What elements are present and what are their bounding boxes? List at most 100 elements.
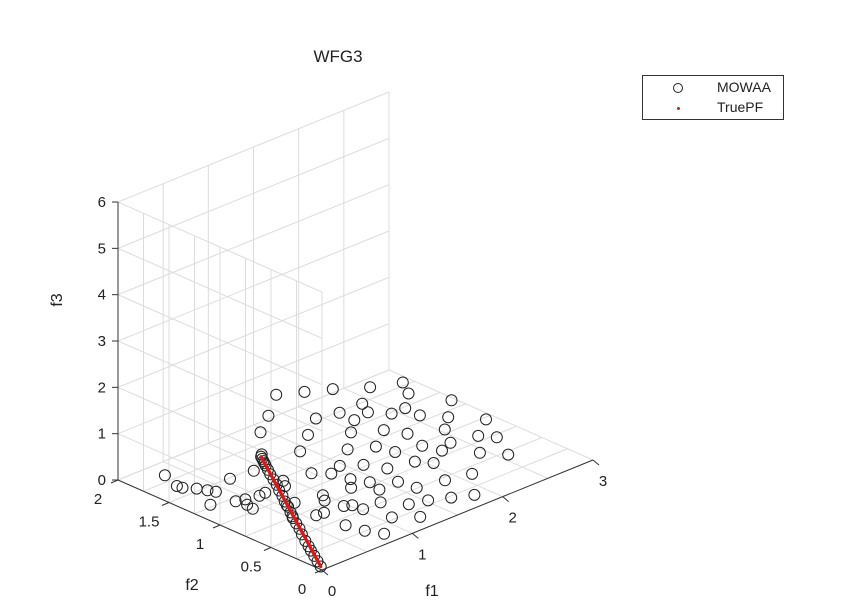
mowaa-point <box>253 489 266 502</box>
mowaa-point <box>190 482 203 495</box>
grid-line <box>143 380 415 492</box>
x-tick-label: 3 <box>599 473 607 490</box>
mowaa-point <box>427 457 440 469</box>
mowaa-point <box>280 499 293 512</box>
x-axis-line <box>321 459 594 571</box>
mowaa-point <box>318 494 331 507</box>
grid-line <box>117 201 323 293</box>
mowaa-point <box>176 481 189 494</box>
mowaa-point <box>247 464 260 477</box>
grid-lines <box>117 91 594 571</box>
mowaa-point <box>309 412 322 425</box>
mowaa-point <box>361 406 374 419</box>
mowaa-point <box>401 427 414 440</box>
axes <box>110 201 600 576</box>
z-tick-label: 0 <box>98 472 106 489</box>
mowaa-point <box>337 500 350 512</box>
mowaa-point <box>209 485 222 498</box>
series-mowaa <box>158 376 515 573</box>
grid-line <box>219 414 492 526</box>
y-tick-label: 0.5 <box>241 559 262 576</box>
mowaa-point <box>318 506 330 519</box>
mowaa-point <box>381 462 394 475</box>
mowaa-point <box>396 376 409 389</box>
x-tick-mark <box>502 496 509 503</box>
mowaa-point <box>402 498 415 511</box>
mowaa-point <box>490 431 503 444</box>
mowaa-point <box>333 406 346 419</box>
legend-item-mowaa: MOWAA <box>643 78 783 98</box>
z-axis-label: f3 <box>49 293 66 306</box>
x-tick-mark <box>592 459 600 466</box>
mowaa-point <box>270 388 283 401</box>
mowaa-point <box>377 424 390 437</box>
mowaa-point <box>445 394 458 407</box>
circle-marker-icon <box>673 83 683 93</box>
mowaa-point <box>158 469 171 482</box>
mowaa-point <box>286 510 299 523</box>
mowaa-point <box>246 502 259 515</box>
x-tick-label: 0 <box>328 583 336 600</box>
mowaa-point <box>358 524 371 537</box>
legend-label-mowaa: MOWAA <box>717 79 771 95</box>
mowaa-point <box>438 423 451 436</box>
grid-line <box>194 403 466 515</box>
mowaa-point <box>363 476 376 489</box>
mowaa-point <box>170 480 183 492</box>
grid-line <box>270 437 543 548</box>
mowaa-point <box>364 381 377 394</box>
mowaa-point <box>385 511 398 524</box>
mowaa-point <box>392 475 404 488</box>
mowaa-point <box>298 385 311 398</box>
mowaa-point <box>414 510 427 523</box>
mowaa-point <box>326 383 339 396</box>
mowaa-point <box>305 467 318 480</box>
mowaa-point <box>288 496 301 509</box>
grid-line <box>117 230 390 342</box>
mowaa-point <box>369 440 382 453</box>
mowaa-point <box>279 480 291 493</box>
mowaa-point <box>256 452 269 465</box>
mowaa-point <box>316 489 329 502</box>
mowaa-point <box>325 467 338 480</box>
mowaa-point <box>345 426 357 439</box>
mowaa-point <box>502 448 515 461</box>
mowaa-point <box>422 494 435 507</box>
mowaa-point <box>201 484 214 497</box>
mowaa-point <box>341 443 354 456</box>
y-tick-label: 0 <box>298 581 306 598</box>
grid-line <box>117 294 323 386</box>
grid-line <box>117 386 323 478</box>
grid-line <box>117 323 390 435</box>
mowaa-point <box>277 474 290 487</box>
tick-labels: 0 1 2 3 0 0.5 1 1.5 2 0 1 2 3 4 5 6 <box>94 194 607 600</box>
y-axis-label: f2 <box>185 577 198 594</box>
chart-title: WFG3 <box>313 47 362 66</box>
mowaa-point <box>262 409 275 422</box>
mowaa-point <box>259 486 272 499</box>
z-tick-label: 3 <box>98 333 106 350</box>
mowaa-point <box>416 439 429 452</box>
mowaa-point <box>413 409 426 422</box>
y-tick-mark <box>212 524 221 529</box>
mowaa-point <box>466 467 479 480</box>
mowaa-point <box>385 407 398 420</box>
mowaa-point <box>224 472 236 485</box>
x-tick-mark <box>412 532 419 539</box>
mowaa-point <box>302 428 314 441</box>
mowaa-point <box>399 402 412 415</box>
grid-line <box>117 184 390 296</box>
mowaa-point <box>333 459 346 472</box>
grid-line <box>117 276 390 388</box>
grid-line <box>117 91 390 203</box>
mowaa-point <box>410 481 423 494</box>
mowaa-point <box>229 495 242 508</box>
mowaa-point <box>480 413 492 426</box>
mowaa-point <box>378 527 391 540</box>
point-marker-icon <box>677 107 680 110</box>
mowaa-point <box>204 498 217 511</box>
mowaa-point <box>436 444 448 457</box>
legend-label-truepf: TruePF <box>717 99 764 115</box>
mowaa-point <box>356 397 369 410</box>
